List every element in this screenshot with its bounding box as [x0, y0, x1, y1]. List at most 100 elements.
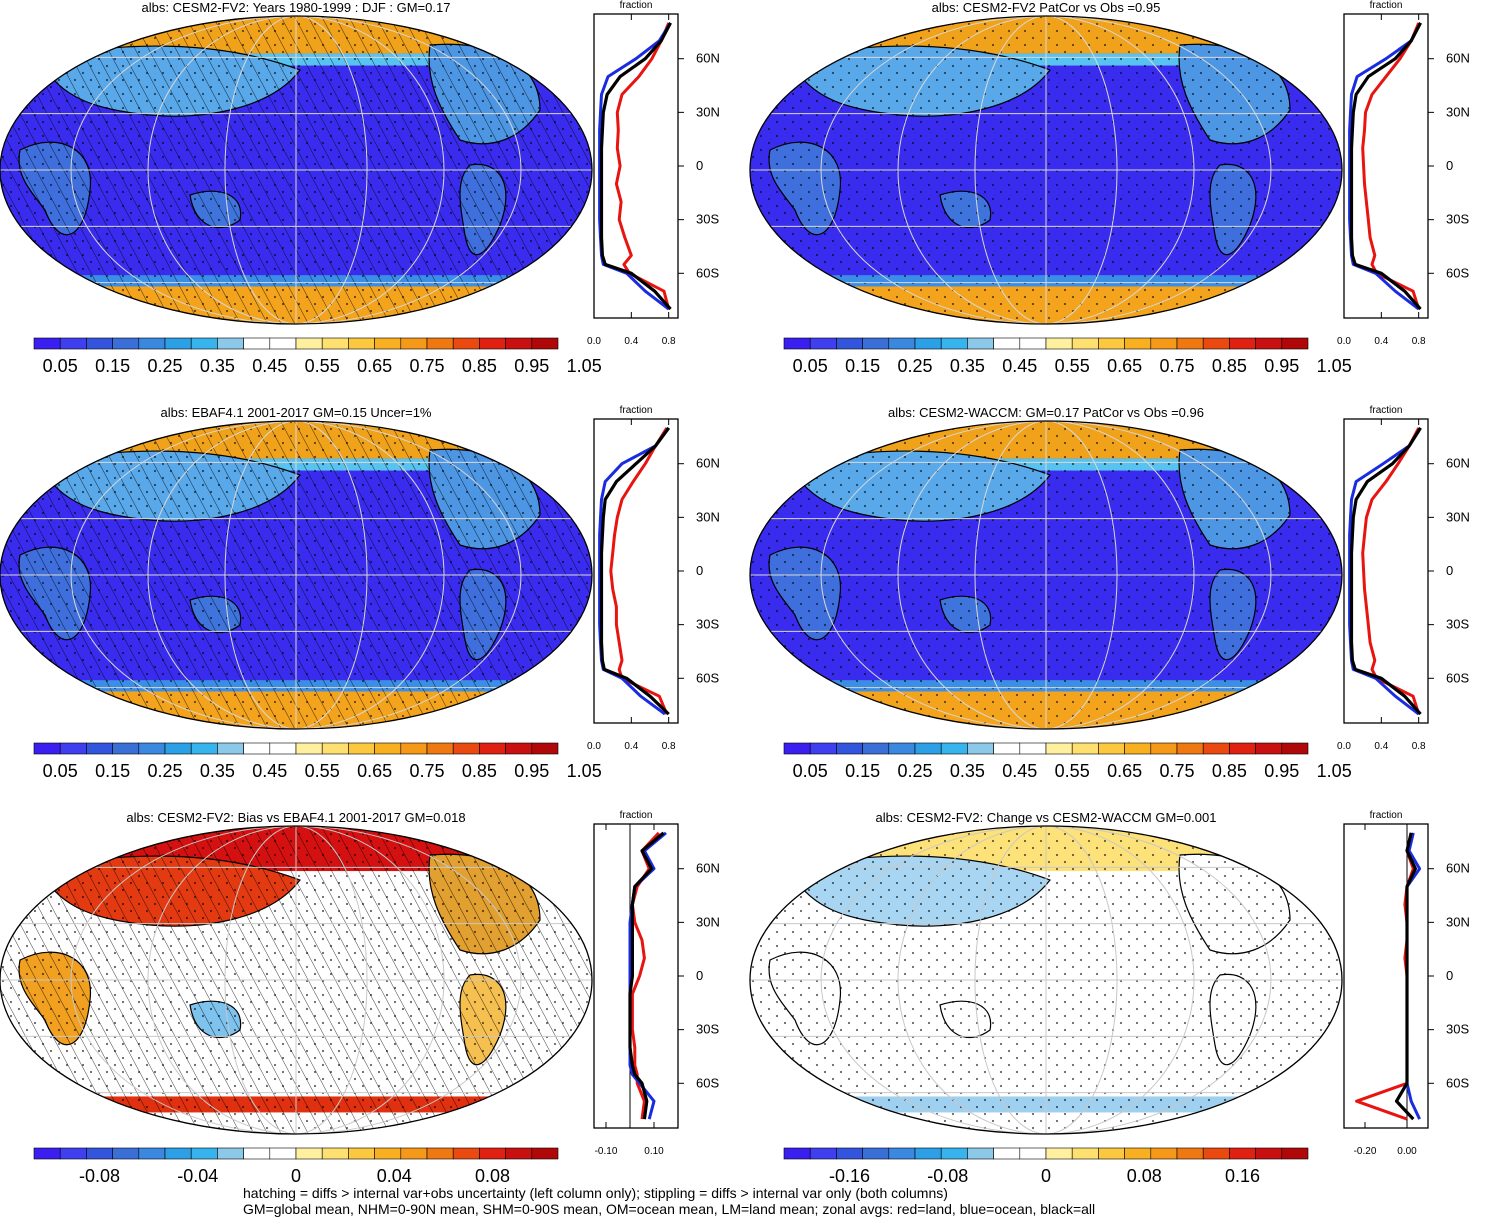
colorbar-swatch — [1150, 1147, 1178, 1160]
colorbar-swatch — [112, 1147, 140, 1160]
colorbar-swatch — [967, 1147, 994, 1160]
profile-line-land — [1361, 427, 1421, 715]
lat-label: 30N — [696, 509, 720, 524]
colorbar-swatch — [1229, 337, 1256, 350]
colorbar-label: 0.95 — [514, 356, 549, 376]
zonal-profile: fraction 0.0 0.4 0.8 60N 30N 0 30S 60S — [587, 0, 720, 347]
profile-label: fraction — [1370, 810, 1403, 821]
colorbar-label: 0.25 — [147, 356, 182, 376]
lat-label: 60S — [1446, 670, 1469, 685]
colorbar-swatch — [531, 1147, 559, 1160]
colorbar-swatch — [1281, 742, 1309, 755]
colorbar-swatch — [33, 337, 61, 350]
map-outline — [749, 825, 1343, 1135]
profile-line-land — [609, 427, 669, 715]
footer-line-2: GM=global mean, NHM=0-90N mean, SHM=0-90… — [243, 1201, 1095, 1217]
lon-gridline — [820, 16, 1272, 324]
lat-label: 30N — [696, 914, 720, 929]
colorbar-swatch — [348, 1147, 375, 1160]
colorbar-label: 0.55 — [1055, 356, 1090, 376]
colorbar-label: 0.75 — [1159, 761, 1194, 781]
lon-gridline — [224, 421, 368, 729]
colorbar-swatch — [1071, 1147, 1099, 1160]
colorbar-swatch — [217, 1147, 244, 1160]
colorbar-label: 0.85 — [1212, 761, 1247, 781]
lat-label: 60N — [1446, 51, 1470, 66]
colorbar-swatch — [138, 337, 166, 350]
colorbar-swatch — [243, 742, 271, 755]
colorbar-swatch — [1202, 1147, 1230, 1160]
zonal-profile: fraction -0.10 0.10 60N 30N 0 30S 60S — [593, 810, 720, 1157]
colorbar-swatch — [243, 337, 271, 350]
colorbar-swatch — [190, 337, 218, 350]
colorbar-swatch — [940, 1147, 968, 1160]
colorbar-swatch — [479, 1147, 506, 1160]
colorbar-swatch — [217, 337, 244, 350]
lat-label: 0 — [1446, 158, 1453, 173]
colorbar-swatch — [1124, 1147, 1152, 1160]
profile-tick-label: -0.10 — [595, 1146, 618, 1157]
lat-label: 60S — [1446, 265, 1469, 280]
panel-title: albs: CESM2-FV2: Years 1980-1999 : DJF :… — [142, 0, 451, 15]
colorbar-swatch — [809, 742, 837, 755]
colorbar-swatch — [59, 742, 87, 755]
lon-gridline — [897, 421, 1195, 729]
colorbar-swatch — [112, 742, 140, 755]
colorbar-swatch — [531, 742, 559, 755]
profile-line-all — [1349, 22, 1422, 311]
colorbar-swatch — [1071, 742, 1099, 755]
lon-gridline — [70, 421, 522, 729]
colorbar-swatch — [1202, 742, 1230, 755]
map — [750, 421, 1342, 729]
lon-gridline — [70, 826, 522, 1134]
profile-tick-label: 0.8 — [662, 336, 676, 347]
colorbar-swatch — [86, 337, 113, 350]
colorbar-swatch — [138, 742, 166, 755]
lat-label: 60N — [696, 861, 720, 876]
profile-label: fraction — [1370, 405, 1403, 416]
colorbar-swatch — [112, 337, 140, 350]
profile-tick-label: 0.4 — [624, 741, 638, 752]
colorbar-label: 0.65 — [1107, 761, 1142, 781]
lon-gridline — [224, 16, 368, 324]
colorbar-label: 0.35 — [200, 356, 235, 376]
colorbar-swatch — [426, 1147, 454, 1160]
colorbar-swatch — [348, 742, 375, 755]
lon-gridline — [820, 421, 1272, 729]
lat-label: 60N — [696, 456, 720, 471]
lat-label: 0 — [1446, 968, 1453, 983]
colorbar-swatch — [993, 1147, 1021, 1160]
lon-gridline — [897, 16, 1195, 324]
colorbar-swatch — [348, 337, 375, 350]
colorbar-swatch — [1281, 337, 1309, 350]
lat-label: 0 — [696, 968, 703, 983]
colorbar-label: 0.55 — [305, 356, 340, 376]
colorbar-swatch — [1202, 337, 1230, 350]
colorbar-label: 0.15 — [95, 356, 130, 376]
profile-frame — [1343, 418, 1429, 724]
colorbar-swatch — [86, 742, 113, 755]
lon-gridline — [224, 826, 368, 1134]
lat-label: 60S — [696, 265, 719, 280]
colorbar-swatch — [1281, 1147, 1309, 1160]
profile-line-all — [1349, 427, 1422, 716]
profile-tick-label: 0.10 — [644, 1146, 664, 1157]
profile-label: fraction — [620, 0, 653, 11]
colorbar-label: -0.04 — [177, 1166, 218, 1186]
lat-label: 30N — [696, 104, 720, 119]
zonal-profile: fraction 0.0 0.4 0.8 60N 30N 0 30S 60S — [1337, 405, 1470, 752]
lon-gridline — [147, 421, 445, 729]
colorbar-swatch — [243, 1147, 271, 1160]
panel-1: albs: CESM2-FV2: Years 1980-1999 : DJF :… — [0, 0, 720, 376]
colorbar-swatch — [505, 1147, 533, 1160]
colorbar-label: 0.25 — [147, 761, 182, 781]
profile-line-all — [1394, 832, 1417, 1121]
colorbar-swatch — [1176, 337, 1204, 350]
colorbar-swatch — [836, 337, 863, 350]
colorbar-swatch — [783, 1147, 811, 1160]
colorbar-swatch — [1045, 742, 1073, 755]
profile-tick-label: 0.0 — [1337, 336, 1351, 347]
profile-line-land — [1361, 22, 1421, 310]
lat-label: 60S — [696, 1075, 719, 1090]
colorbar-label: -0.08 — [79, 1166, 120, 1186]
